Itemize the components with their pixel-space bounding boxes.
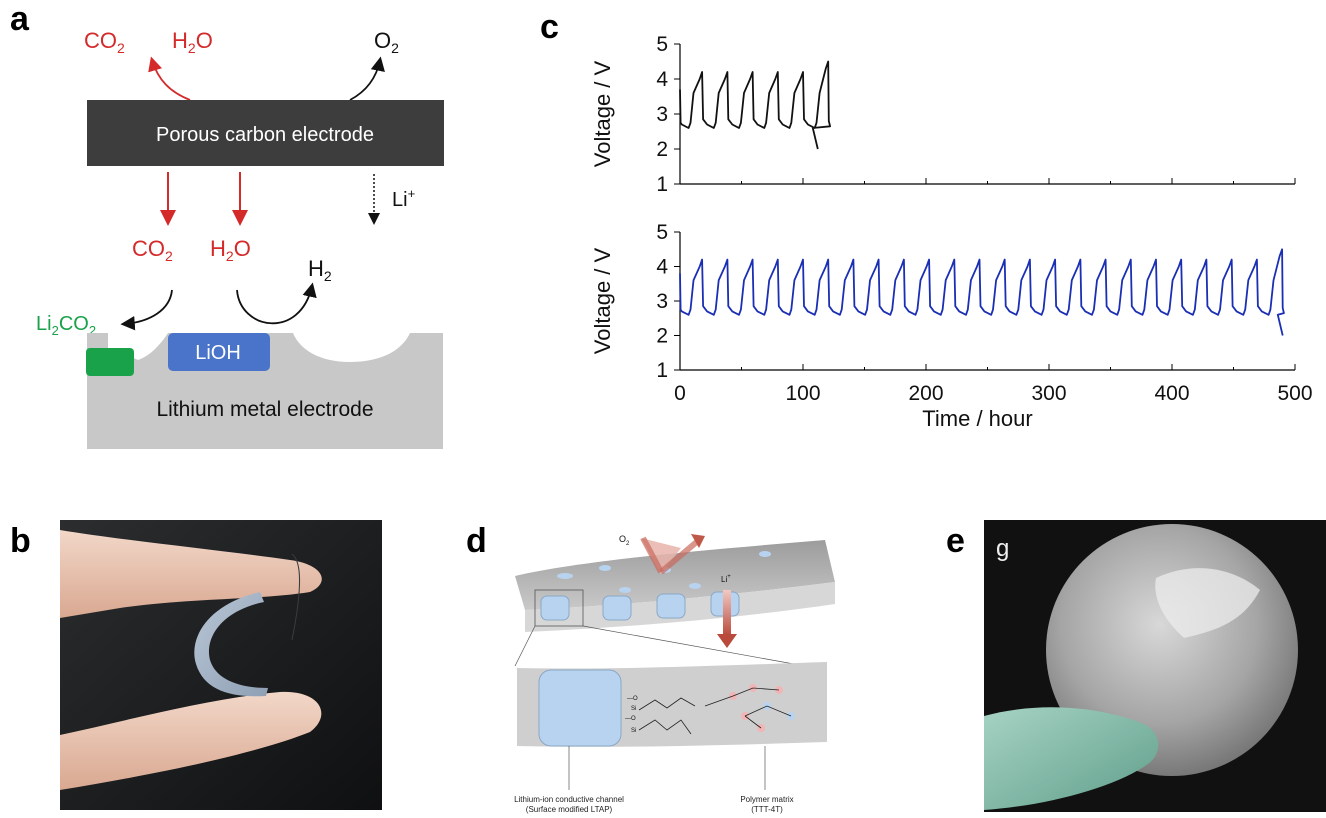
y-tick-label: 1	[656, 359, 668, 382]
co2-top-label: CO2	[84, 28, 125, 56]
co2-middle-label: CO2	[132, 236, 173, 264]
membrane-schematic: O2 Li+ —O Si —O Si Lithium-ion conductiv…	[514, 534, 835, 814]
y-tick-label: 1	[656, 173, 668, 196]
panel-b-label: b	[10, 522, 31, 560]
x-tick-label: 0	[674, 382, 686, 405]
co2-reaction-arrow	[120, 289, 173, 331]
svg-text:Si: Si	[631, 706, 636, 712]
y-tick-label: 2	[656, 138, 668, 161]
y-tick-label: 3	[656, 290, 668, 313]
svg-text:—O: —O	[625, 716, 636, 722]
voltage-series-line-0	[679, 60, 831, 150]
lioh-label: LiOH	[195, 342, 241, 364]
svg-text:—O: —O	[627, 696, 638, 702]
voltage-series-line-1	[679, 248, 1285, 336]
flexible-membrane-photo	[60, 520, 382, 810]
panel-c-label: c	[540, 8, 559, 46]
caption-channel-2: (Surface modified LTAP)	[526, 805, 613, 814]
panel-d-label: d	[466, 522, 487, 560]
voltage-time-chart: 1 2 3 4 5 Voltage / V 1 2 3 4 5 0 100 200 300 400 500 Vol…	[590, 33, 1313, 431]
caption-polymer-1: Polymer matrix	[740, 795, 793, 804]
y-tick-label: 5	[656, 221, 668, 244]
carbon-electrode	[87, 100, 444, 166]
caption-channel-1: Lithium-ion conductive channel	[514, 795, 624, 804]
y-tick-label: 4	[656, 256, 668, 279]
lithium-electrode-label: Lithium metal electrode	[156, 398, 373, 421]
y-tick-label: 3	[656, 103, 668, 126]
panel-a-diagram: CO2 H2O O2 Porous carbon electrode Li+ C…	[36, 28, 444, 449]
li2co2-label: Li2CO2	[36, 313, 96, 338]
corner-mark: g	[996, 535, 1009, 562]
carbon-electrode-label: Porous carbon electrode	[156, 124, 374, 146]
li2co2-deposit	[86, 348, 134, 376]
lithium-foil-photo: g	[984, 520, 1326, 812]
panel-a-label: a	[10, 0, 29, 38]
x-axis-label: Time / hour	[922, 406, 1032, 431]
caption-polymer-2: (TTT-4T)	[751, 805, 783, 814]
y-tick-label: 4	[656, 68, 668, 91]
li-label: Li+	[721, 574, 731, 584]
x-tick-label: 100	[785, 382, 820, 405]
y-tick-label: 5	[656, 33, 668, 56]
h2-label: H2	[308, 256, 332, 284]
h2o-reaction-arrow	[236, 282, 317, 325]
y-axis-label: Voltage / V	[590, 247, 615, 354]
y-axis-label: Voltage / V	[590, 60, 615, 167]
x-tick-label: 200	[908, 382, 943, 405]
h2o-middle-label: H2O	[210, 236, 251, 264]
h2o-top-label: H2O	[172, 28, 213, 56]
co2-release-arrow	[148, 56, 191, 101]
o2-release-arrow	[349, 56, 385, 101]
x-tick-label: 400	[1154, 382, 1189, 405]
x-tick-label: 500	[1277, 382, 1312, 405]
o2-label: O2	[619, 534, 630, 547]
svg-text:Si: Si	[631, 728, 636, 734]
o2-top-label: O2	[374, 28, 399, 56]
li-ion-label: Li+	[392, 186, 415, 211]
panel-e-label: e	[946, 522, 965, 560]
x-tick-label: 300	[1031, 382, 1066, 405]
lioh-block	[168, 333, 270, 371]
y-tick-label: 2	[656, 325, 668, 348]
